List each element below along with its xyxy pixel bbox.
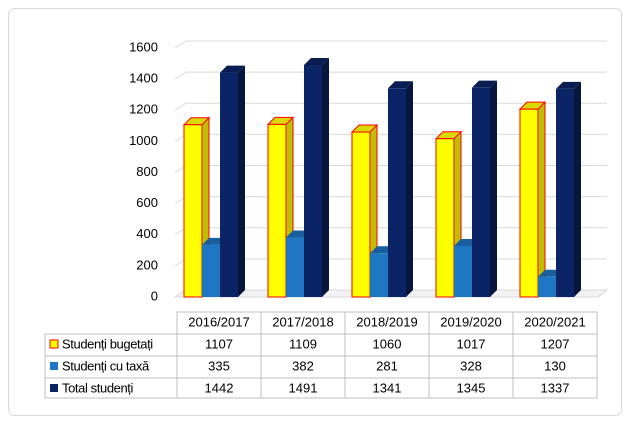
grid-line — [174, 102, 607, 111]
table-value: 328 — [460, 358, 482, 373]
y-tick-label: 800 — [136, 164, 158, 179]
table-value: 1017 — [457, 336, 486, 351]
legend-label: Studenți cu taxă — [62, 358, 150, 373]
bar-top — [220, 65, 245, 73]
bar — [183, 124, 203, 298]
table-value: 130 — [544, 358, 566, 373]
bar — [435, 138, 455, 298]
bar-side — [406, 81, 413, 297]
bar-side — [490, 80, 497, 297]
x-tick-label: 2018/2019 — [356, 314, 417, 329]
bar — [267, 123, 287, 298]
y-tick-label: 200 — [136, 257, 158, 272]
table-value: 1207 — [541, 336, 570, 351]
y-tick-label: 600 — [136, 195, 158, 210]
bar — [388, 88, 406, 297]
y-tick-label: 1200 — [129, 102, 158, 117]
grid-line — [174, 40, 607, 49]
bar — [538, 276, 556, 297]
table-cell — [512, 311, 598, 399]
legend-swatch — [50, 384, 58, 392]
grid-line — [174, 71, 607, 80]
table-value: 1341 — [373, 380, 402, 395]
bar — [454, 245, 472, 297]
bar-top — [472, 80, 497, 88]
y-tick-label: 1000 — [129, 133, 158, 148]
legend-label: Studenți bugetați — [62, 336, 153, 351]
bar-top — [556, 81, 581, 89]
legend-label: Total studenți — [62, 380, 134, 395]
x-tick-label: 2019/2020 — [440, 314, 501, 329]
x-tick-label: 2016/2017 — [188, 314, 249, 329]
bar-side — [537, 100, 546, 299]
legend-swatch — [49, 339, 59, 349]
bar — [220, 72, 238, 298]
y-tick-label: 1600 — [129, 39, 158, 54]
legend-swatch — [50, 362, 58, 370]
bar — [556, 88, 574, 297]
table-value: 382 — [292, 358, 314, 373]
table-value: 335 — [208, 358, 230, 373]
table-value: 1491 — [289, 380, 318, 395]
bar-top — [388, 81, 413, 89]
x-tick-label: 2020/2021 — [524, 314, 585, 329]
bar — [519, 108, 539, 298]
x-tick-label: 2017/2018 — [272, 314, 333, 329]
table-value: 1337 — [541, 380, 570, 395]
bar — [351, 131, 371, 298]
bar — [304, 64, 322, 297]
y-tick-label: 0 — [151, 288, 158, 303]
table-value: 1345 — [457, 380, 486, 395]
bar — [286, 237, 304, 297]
bar-side — [238, 65, 245, 298]
bar — [472, 87, 490, 297]
table-value: 1060 — [373, 336, 402, 351]
table-value: 1442 — [205, 380, 234, 395]
bar-top — [304, 57, 329, 65]
y-tick-label: 400 — [136, 226, 158, 241]
y-tick-label: 1400 — [129, 71, 158, 86]
bar — [202, 244, 220, 297]
table-value: 1107 — [205, 336, 233, 351]
bar-side — [574, 81, 581, 297]
bar-side — [322, 57, 329, 298]
bar — [370, 253, 388, 297]
table-value: 1109 — [289, 336, 317, 351]
table-value: 281 — [376, 358, 398, 373]
